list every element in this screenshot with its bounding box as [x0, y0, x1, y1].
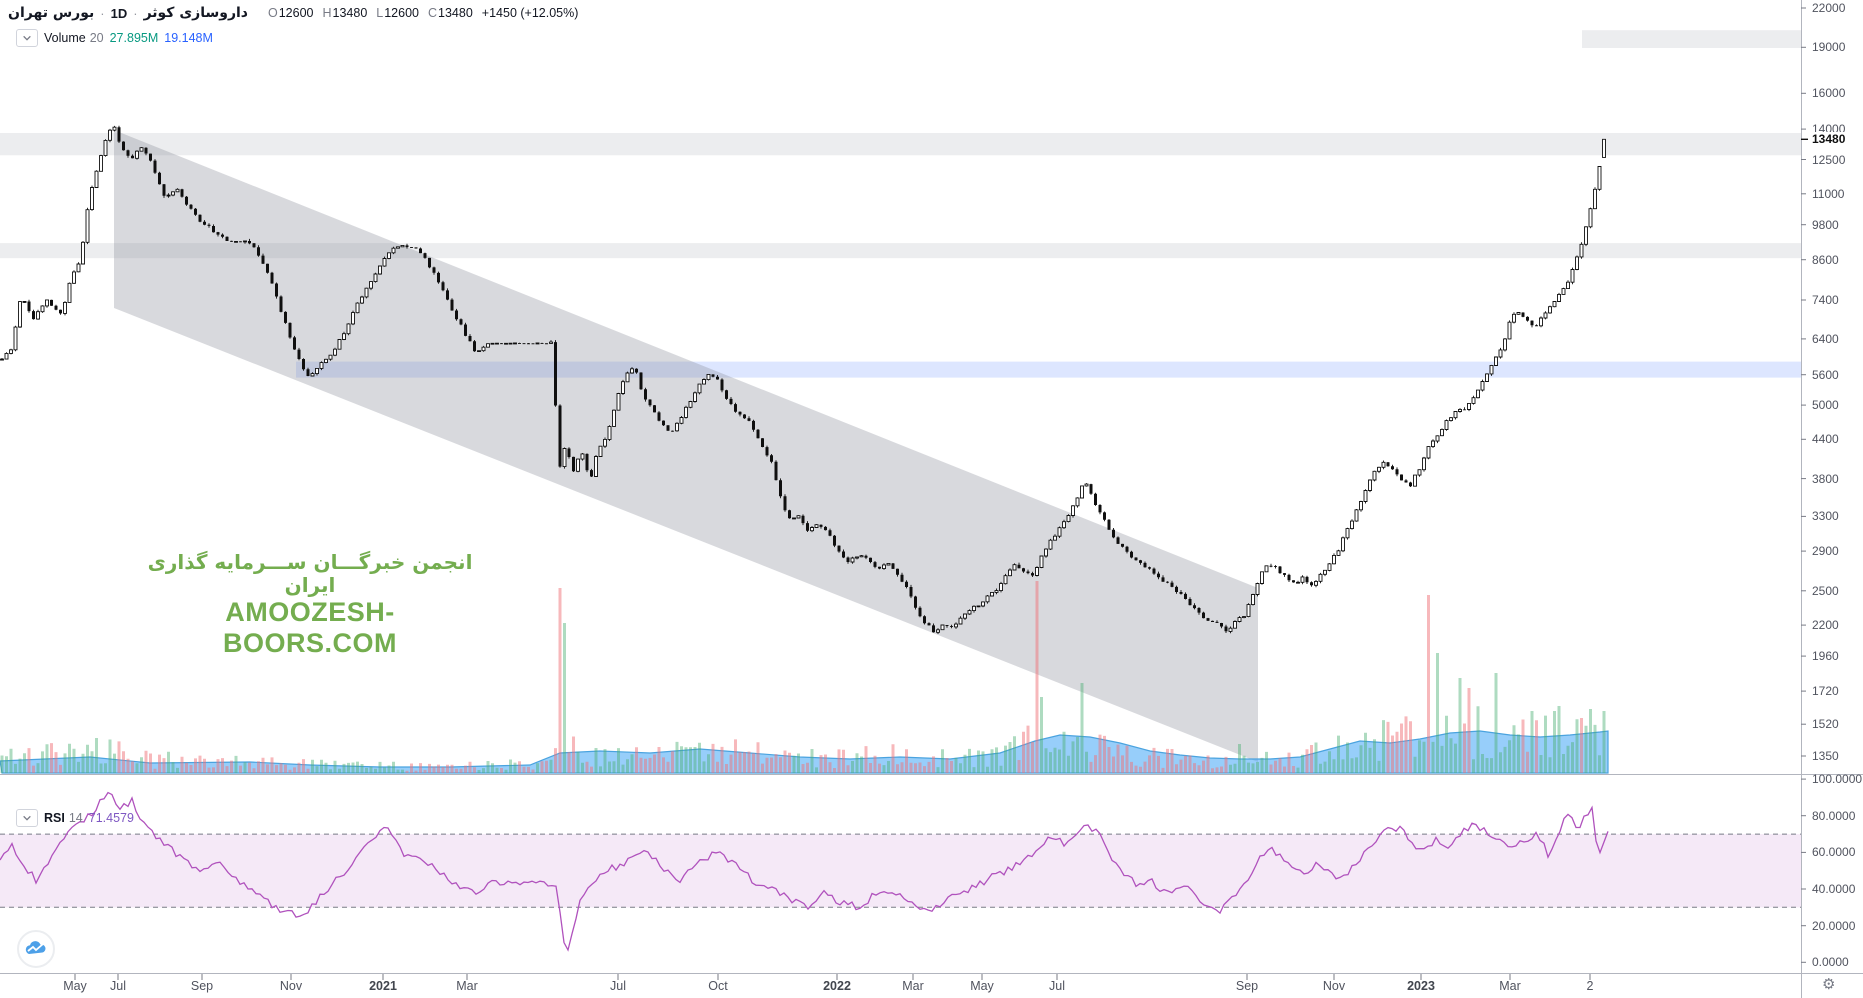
price-axis-label: 8600 [1812, 252, 1839, 267]
separator-dot: · [133, 5, 138, 21]
rsi-legend-row: RSI 14 71.4579 [16, 809, 134, 827]
time-axis-label: 2021 [369, 979, 397, 993]
price-axis-label: 9800 [1812, 217, 1839, 232]
volume-ma-value: 19.148M [164, 31, 213, 45]
watermark: انجمن خبرگـــان ســـرمایه گذاری ایران AM… [140, 551, 480, 659]
watermark-persian-line: انجمن خبرگـــان ســـرمایه گذاری ایران [147, 550, 473, 597]
price-axis-label: 2900 [1812, 544, 1839, 559]
time-axis-label: Jul [110, 979, 126, 993]
volume-current-value: 27.895M [109, 31, 159, 45]
price-axis-label: 1350 [1812, 748, 1839, 763]
price-axis-label: 16000 [1812, 86, 1846, 101]
price-axis-label: 3800 [1812, 471, 1839, 486]
open-label: O [267, 6, 278, 20]
high-value: 13480 [332, 6, 368, 20]
price-axis-label: 2500 [1812, 583, 1839, 598]
time-axis-label: Mar [1499, 979, 1521, 993]
price-axis-label: 1720 [1812, 684, 1839, 699]
rsi-current-value: 71.4579 [88, 811, 134, 825]
rsi-axis-label: 80.0000 [1812, 808, 1856, 823]
open-value: 12600 [278, 6, 314, 20]
close-label: C [428, 6, 438, 20]
rsi-axis-label: 0.0000 [1812, 955, 1849, 970]
time-axis-label: Mar [902, 979, 924, 993]
time-axis-label: Jul [1049, 979, 1065, 993]
time-axis-label: May [970, 979, 994, 993]
price-axis-label: 5600 [1812, 367, 1839, 382]
time-axis-label: 2023 [1407, 979, 1435, 993]
timeframe-label[interactable]: 1D [110, 5, 128, 21]
chevron-down-icon [23, 815, 31, 821]
low-value: 12600 [384, 6, 419, 20]
watermark-site-line: AMOOZESH-BOORS.COM [222, 597, 397, 659]
exchange-name: بورس تهران [8, 5, 95, 21]
price-axis-label: 22000 [1812, 1, 1846, 15]
rsi-collapse-button[interactable] [16, 809, 38, 827]
time-axis-label: Jul [610, 979, 626, 993]
high-label: H [322, 6, 332, 20]
time-axis-label: 2 [1586, 979, 1594, 993]
chevron-down-icon [23, 35, 31, 41]
time-axis-label: Nov [1322, 979, 1346, 993]
price-axis-label: 3300 [1812, 509, 1839, 524]
price-axis-label: 12500 [1812, 152, 1846, 167]
axis-settings-gear-icon[interactable]: ⚙ [1822, 975, 1836, 993]
rsi-axis-label: 60.0000 [1812, 845, 1856, 860]
time-axis-label: Nov [279, 979, 303, 993]
rsi-axis-label: 20.0000 [1812, 918, 1856, 933]
separator-dot: · [100, 5, 105, 21]
brand-logo[interactable] [17, 930, 55, 968]
time-axis-label: May [63, 979, 87, 993]
rsi-axis-label: 100.0000 [1812, 772, 1863, 787]
price-axis-label: 19000 [1812, 40, 1846, 55]
volume-legend-title[interactable]: Volume 20 [44, 31, 104, 45]
price-axis-label: 2200 [1812, 618, 1839, 633]
time-axis-label: Sep [190, 979, 214, 993]
time-axis-label: Oct [708, 979, 728, 993]
low-label: L [376, 6, 384, 20]
symbol-name[interactable]: داروسازی کوثر [143, 5, 248, 21]
price-axis-label: 1520 [1812, 717, 1839, 732]
time-axis-label: 2022 [823, 979, 851, 993]
price-axis-label: 11000 [1812, 186, 1845, 201]
cloud-chart-icon [25, 941, 46, 954]
ohlc-readout: O12600 H13480 L12600 C13480 +1450 (+12.0… [268, 6, 578, 20]
symbol-header[interactable]: بورس تهران · 1D · داروسازی کوثر O12600 H… [8, 3, 578, 23]
price-axis-label: 4400 [1812, 432, 1839, 447]
volume-collapse-button[interactable] [16, 29, 38, 47]
price-axis-label: 1960 [1812, 649, 1839, 664]
time-axis-label: Mar [456, 979, 478, 993]
rsi-axis-label: 40.0000 [1812, 882, 1856, 897]
price-axis-label: 7400 [1812, 293, 1839, 307]
change-value: +1450 (+12.05%) [481, 6, 579, 20]
last-price-label: 13480 [1812, 132, 1846, 147]
volume-legend-row: Volume 20 27.895M 19.148M [16, 29, 213, 47]
time-axis-label: Sep [1235, 979, 1259, 993]
price-axis-label: 5000 [1812, 398, 1839, 413]
rsi-legend-title[interactable]: RSI 14 [44, 811, 83, 825]
close-value: 13480 [438, 6, 473, 20]
price-axis-label: 6400 [1812, 331, 1839, 346]
